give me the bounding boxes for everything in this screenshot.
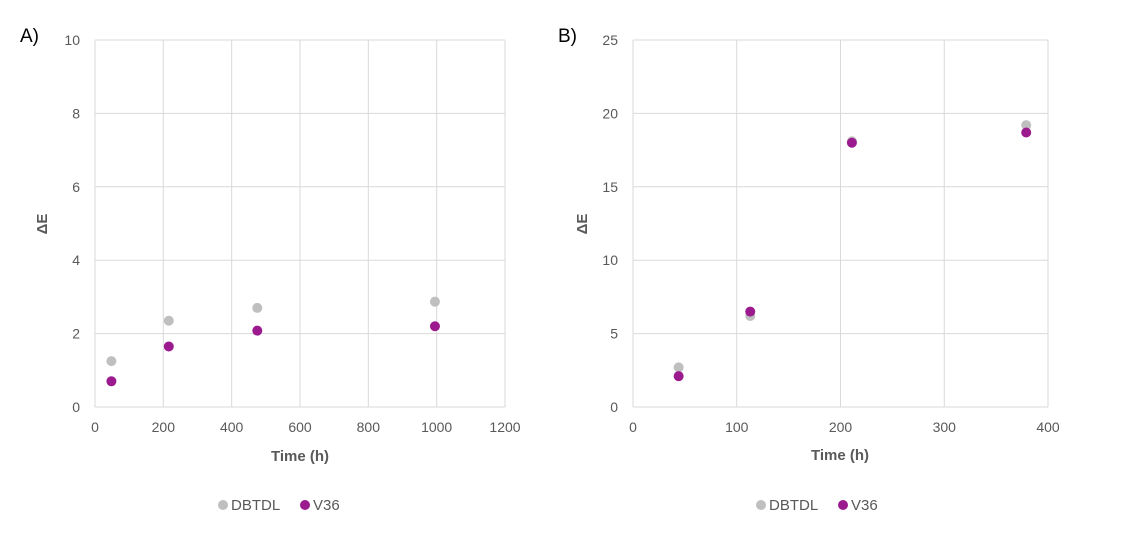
- y-tick-label-a: 2: [72, 326, 80, 342]
- x-tick-label-a: 1000: [421, 419, 452, 435]
- y-tick-labels-a: 0 2 4 6 8 10: [64, 32, 80, 415]
- data-point-dbtdl-b: [1021, 120, 1032, 131]
- data-point-v36-a: [252, 325, 263, 336]
- x-tick-label-a: 0: [91, 419, 99, 435]
- data-point-dbtdl-a: [252, 302, 263, 313]
- legend-label-v36-a: V36: [313, 497, 340, 514]
- x-tick-label-a: 400: [220, 419, 244, 435]
- y-tick-label-b: 5: [610, 326, 618, 342]
- y-tick-label-b: 0: [610, 399, 618, 415]
- x-tick-label-a: 200: [152, 419, 176, 435]
- data-point-v36-b: [673, 371, 684, 382]
- x-axis-title-b: Time (h): [811, 447, 869, 464]
- data-point-v36-b: [1021, 127, 1032, 138]
- legend-marker-dbtdl-a: [218, 500, 228, 510]
- data-points-b: [673, 120, 1032, 382]
- y-tick-label-a: 6: [72, 179, 80, 195]
- data-point-dbtdl-a: [163, 315, 174, 326]
- legend-label-v36-b: V36: [851, 497, 878, 514]
- x-tick-labels-a: 0 200 400 600 800 1000 1200: [91, 419, 521, 435]
- x-tick-label-a: 600: [288, 419, 312, 435]
- data-point-v36-b: [745, 306, 756, 317]
- panel-label-b: B): [558, 26, 577, 47]
- data-point-dbtdl-a: [429, 296, 440, 307]
- y-axis-title-b: ΔE: [574, 214, 591, 235]
- legend-marker-v36-b: [838, 500, 848, 510]
- data-point-dbtdl-a: [106, 356, 117, 367]
- x-tick-label-b: 0: [629, 419, 637, 435]
- y-tick-labels-b: 0 5 10 15 20 25: [602, 32, 618, 415]
- legend-b: DBTDL V36: [756, 497, 878, 514]
- y-tick-label-a: 0: [72, 399, 80, 415]
- chart-panel-a: A) 0 2 4 6 8 10 0 200 400 600 800 1000 1200 Time (h…: [20, 26, 521, 514]
- x-tick-label-b: 100: [725, 419, 749, 435]
- x-axis-title-a: Time (h): [271, 448, 329, 465]
- legend-marker-dbtdl-b: [756, 500, 766, 510]
- x-tick-label-a: 1200: [489, 419, 520, 435]
- data-point-dbtdl-b: [673, 362, 684, 373]
- y-tick-label-b: 10: [602, 252, 618, 268]
- y-tick-label-a: 8: [72, 105, 80, 121]
- legend-marker-v36-a: [300, 500, 310, 510]
- y-tick-label-b: 25: [602, 32, 618, 48]
- data-points-a: [106, 296, 440, 387]
- x-tick-label-a: 800: [357, 419, 381, 435]
- gridlines-a: [94, 39, 506, 408]
- data-point-v36-a: [429, 321, 440, 332]
- y-axis-title-a: ΔE: [34, 214, 51, 235]
- legend-a: DBTDL V36: [218, 497, 340, 514]
- legend-label-dbtdl-b: DBTDL: [769, 497, 818, 514]
- legend-label-dbtdl-a: DBTDL: [231, 497, 280, 514]
- data-point-v36-a: [163, 341, 174, 352]
- panel-label-a: A): [20, 26, 39, 47]
- data-point-v36-b: [846, 137, 857, 148]
- x-tick-labels-b: 0 100 200 300 400: [629, 419, 1060, 435]
- x-tick-label-b: 300: [933, 419, 957, 435]
- gridlines-b: [632, 39, 1049, 408]
- y-tick-label-a: 10: [64, 32, 80, 48]
- x-tick-label-b: 200: [829, 419, 853, 435]
- y-tick-label-b: 15: [602, 179, 618, 195]
- y-tick-label-b: 20: [602, 105, 618, 121]
- data-point-v36-a: [106, 376, 117, 387]
- y-tick-label-a: 4: [72, 252, 80, 268]
- x-tick-label-b: 400: [1036, 419, 1060, 435]
